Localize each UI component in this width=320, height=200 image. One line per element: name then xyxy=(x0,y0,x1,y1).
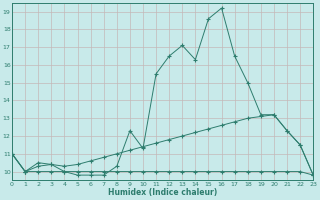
X-axis label: Humidex (Indice chaleur): Humidex (Indice chaleur) xyxy=(108,188,217,197)
